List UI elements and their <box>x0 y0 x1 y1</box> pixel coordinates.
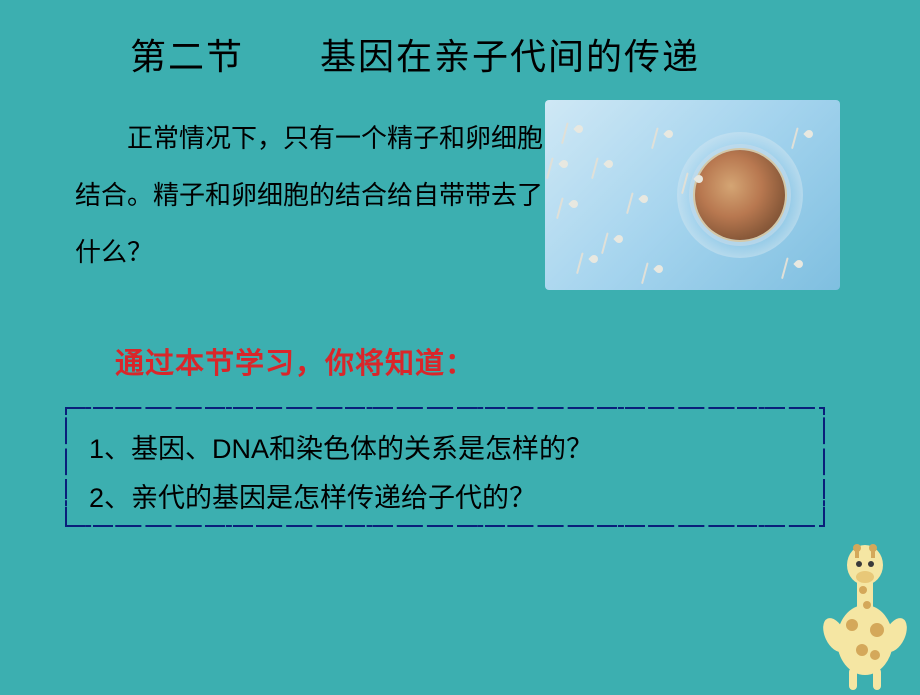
sperm-icon <box>803 128 814 139</box>
sperm-icon <box>653 263 664 274</box>
giraffe-decoration-icon <box>817 520 912 690</box>
sperm-icon <box>573 123 584 134</box>
egg-cell-icon <box>695 150 785 240</box>
sperm-icon <box>568 198 579 209</box>
sperm-icon <box>663 128 674 139</box>
intro-row: 正常情况下，只有一个精子和卵细胞结合。精子和卵细胞的结合给自带带去了什么？ <box>0 110 920 290</box>
learning-objectives-heading: 通过本节学习，你将知道： <box>0 340 920 382</box>
objectives-box: 1、基因、DNA和染色体的关系是怎样的？ 2、亲代的基因是怎样传递给子代的？ <box>65 407 825 527</box>
objective-item: 1、基因、DNA和染色体的关系是怎样的？ <box>89 425 801 474</box>
sperm-icon <box>588 253 599 264</box>
sperm-icon <box>638 193 649 204</box>
slide-title: 第二节 基因在亲子代间的传递 <box>0 0 920 80</box>
objective-item: 2、亲代的基因是怎样传递给子代的？ <box>89 474 801 523</box>
intro-paragraph: 正常情况下，只有一个精子和卵细胞结合。精子和卵细胞的结合给自带带去了什么？ <box>75 110 555 290</box>
sperm-icon <box>613 233 624 244</box>
sperm-icon <box>603 158 614 169</box>
fertilization-image <box>545 100 840 290</box>
sperm-icon <box>558 158 569 169</box>
sperm-icon <box>793 258 804 269</box>
